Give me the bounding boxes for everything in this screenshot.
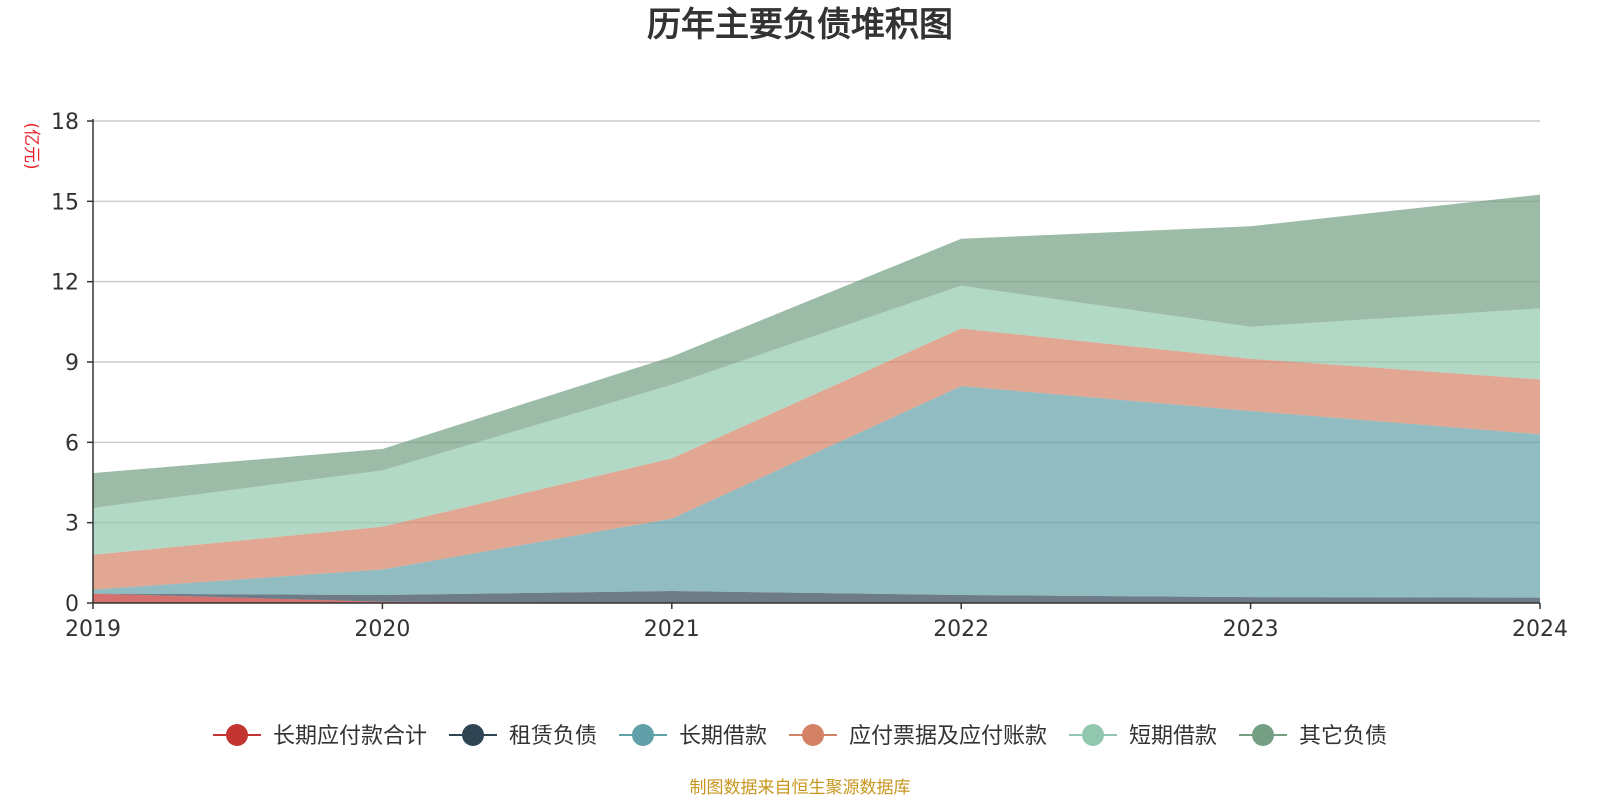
area-series-6	[93, 194, 1540, 508]
legend-item-1[interactable]: 长期应付款合计	[213, 724, 427, 749]
legend-marker	[1252, 724, 1274, 746]
y-tick-label: 6	[65, 431, 79, 456]
y-tick-label: 15	[51, 190, 79, 215]
x-tick-label: 2024	[1512, 617, 1568, 642]
legend-label: 长期借款	[679, 724, 767, 749]
legend-item-2[interactable]: 租赁负债	[449, 724, 597, 749]
legend-label: 其它负债	[1299, 724, 1387, 749]
area-series-1	[93, 593, 1540, 603]
legend-marker	[802, 724, 824, 746]
axes: 0 3 6 9 12 15 18 2019 2020 2021 2022 2023 2024	[51, 110, 1568, 642]
legend-label: 长期应付款合计	[273, 724, 427, 749]
y-tick-label: 9	[65, 351, 79, 376]
x-tick-label: 2023	[1223, 617, 1279, 642]
area-series-4	[93, 328, 1540, 590]
legend: 长期应付款合计 租赁负债 长期借款 应付票据及应付账款 短期借款 其它负债	[213, 724, 1387, 749]
chart-title: 历年主要负债堆积图	[647, 5, 953, 45]
legend-item-5[interactable]: 短期借款	[1069, 724, 1217, 749]
legend-item-6[interactable]: 其它负债	[1239, 724, 1387, 749]
area-series-3	[93, 386, 1540, 598]
legend-item-3[interactable]: 长期借款	[619, 724, 767, 749]
x-tick-label: 2020	[354, 617, 410, 642]
legend-marker	[632, 724, 654, 746]
y-tick-label: 3	[65, 512, 79, 537]
area-series-5	[93, 285, 1540, 555]
legend-label: 短期借款	[1129, 724, 1217, 749]
legend-marker	[226, 724, 248, 746]
x-tick-label: 2022	[933, 617, 989, 642]
legend-marker	[1082, 724, 1104, 746]
area-series	[93, 194, 1540, 603]
legend-label: 应付票据及应付账款	[849, 724, 1047, 749]
y-tick-label: 18	[51, 110, 79, 135]
source-note: 制图数据来自恒生聚源数据库	[690, 778, 911, 798]
legend-label: 租赁负债	[509, 724, 597, 749]
legend-marker	[462, 724, 484, 746]
y-tick-label: 0	[65, 592, 79, 617]
y-tick-label: 12	[51, 271, 79, 296]
x-tick-label: 2021	[644, 617, 700, 642]
legend-item-4[interactable]: 应付票据及应付账款	[789, 724, 1047, 749]
y-axis-unit-label: (亿元)	[21, 122, 41, 169]
x-tick-label: 2019	[65, 617, 121, 642]
